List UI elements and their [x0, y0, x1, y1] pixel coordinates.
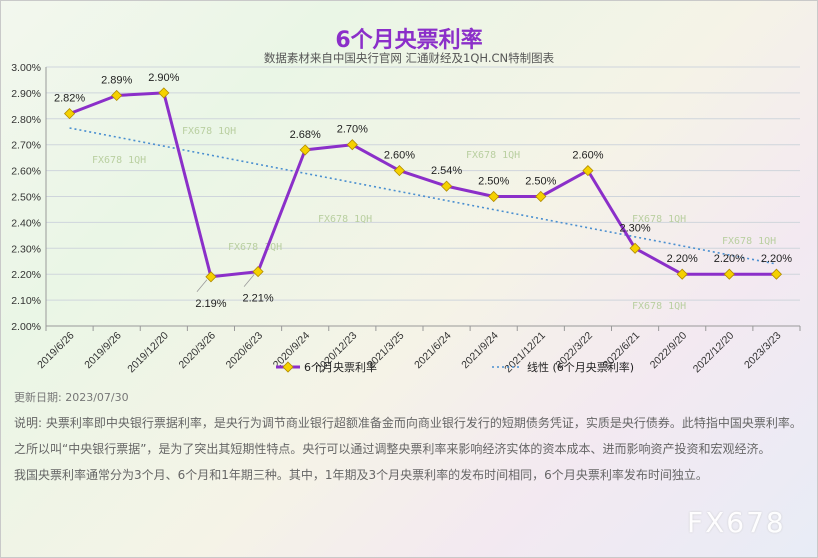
y-tick-label: 2.00%	[11, 321, 41, 333]
chart-subtitle: 数据素材来自中国央行官网 汇通财经及1QH.CN特制图表	[263, 51, 555, 65]
watermark-text: FX678 1QH	[318, 214, 372, 225]
chart-title: 6个月央票利率	[335, 28, 483, 53]
watermark-text: FX678 1QH	[722, 236, 776, 247]
watermark-text: FX678 1QH	[632, 301, 686, 312]
data-point	[63, 108, 76, 120]
y-tick-label: 2.60%	[11, 166, 41, 178]
note-line-2: 之所以叫“中央银行票据”，是为了突出其短期性特点。央行可以通过调整央票利率来影响…	[14, 442, 771, 456]
data-label: 2.50%	[478, 176, 509, 188]
data-label: 2.54%	[431, 165, 462, 177]
data-point	[158, 87, 170, 99]
data-label: 2.21%	[242, 293, 273, 305]
legend-series-label: 6个月央票利率	[304, 360, 377, 374]
y-tick-label: 2.90%	[11, 88, 41, 100]
x-tick-label: 2020/3/26	[177, 330, 219, 372]
watermark-text: FX678 1QH	[228, 242, 282, 253]
y-tick-label: 2.70%	[11, 140, 41, 152]
data-point	[723, 268, 735, 280]
notes: 说明: 央票利率即中央银行票据利率，是央行为调节商业银行超额准备金而向商业银行发…	[14, 410, 814, 488]
data-label: 2.90%	[148, 72, 179, 84]
data-label: 2.60%	[572, 150, 603, 162]
data-point	[299, 144, 311, 156]
series-line	[69, 91, 777, 279]
legend-series-marker	[282, 361, 294, 373]
data-label: 2.50%	[525, 176, 556, 188]
y-tick-label: 2.80%	[11, 114, 41, 126]
data-point	[346, 139, 358, 151]
data-point	[676, 268, 688, 280]
data-label: 2.60%	[384, 150, 415, 162]
y-tick-label: 2.50%	[11, 192, 41, 204]
x-tick-label: 2023/3/23	[742, 330, 784, 372]
data-label: 2.20%	[761, 253, 792, 265]
watermark-text: FX678 1QH	[466, 150, 520, 161]
data-point	[535, 190, 547, 203]
data-point	[111, 89, 123, 102]
x-tick-label: 2021/6/24	[412, 330, 454, 372]
data-label: 2.20%	[667, 253, 698, 265]
brand-logo: FX678	[687, 506, 786, 539]
data-point	[488, 190, 500, 203]
watermark-text: FX678 1QH	[632, 214, 686, 225]
chart-svg: 2.00% 2.10% 2.20% 2.30% 2.40% 2.50% 2.60% 2.70%…	[11, 62, 801, 376]
x-tick-label: 2019/6/26	[35, 330, 77, 372]
data-point	[440, 180, 453, 192]
legend-trend-label: 线性 (6个月央票利率)	[527, 360, 634, 374]
data-label: 2.20%	[714, 253, 745, 265]
leader-line	[243, 274, 255, 287]
data-point	[629, 242, 641, 254]
update-date: 更新日期: 2023/07/30	[14, 391, 129, 404]
watermark-text: FX678 1QH	[92, 155, 146, 166]
data-label: 2.30%	[619, 222, 650, 234]
data-point	[252, 266, 264, 278]
y-tick-label: 2.30%	[11, 243, 41, 255]
data-point	[393, 165, 406, 177]
note-line-1: 说明: 央票利率即中央银行票据利率，是央行为调节商业银行超额准备金而向商业银行发…	[14, 416, 802, 430]
data-label: 2.68%	[290, 129, 321, 141]
x-tick-label: 2019/12/20	[125, 330, 171, 376]
data-point	[770, 268, 783, 280]
y-tick-label: 2.10%	[11, 295, 41, 307]
data-label: 2.82%	[54, 93, 85, 105]
data-point	[582, 165, 594, 177]
x-tick-label: 2019/9/26	[82, 330, 124, 372]
data-label: 2.70%	[337, 124, 368, 136]
x-tick-label: 2021/9/24	[459, 330, 501, 372]
data-point	[205, 271, 217, 283]
data-label: 2.19%	[195, 298, 226, 310]
x-tick-label: 2022/12/20	[691, 330, 737, 376]
watermark-text: FX678 1QH	[182, 126, 236, 137]
x-tick-label: 2020/6/23	[224, 330, 266, 372]
x-tick-label: 2022/9/20	[648, 330, 690, 372]
leader-line	[196, 279, 208, 293]
data-label: 2.89%	[101, 74, 132, 86]
y-tick-label: 2.20%	[11, 269, 41, 281]
y-tick-label: 2.40%	[11, 217, 41, 229]
y-tick-label: 3.00%	[11, 62, 41, 74]
note-line-3: 我国央票利率通常分为3个月、6个月和1年期三种。其中，1年期及3个月央票利率的发…	[14, 468, 708, 482]
